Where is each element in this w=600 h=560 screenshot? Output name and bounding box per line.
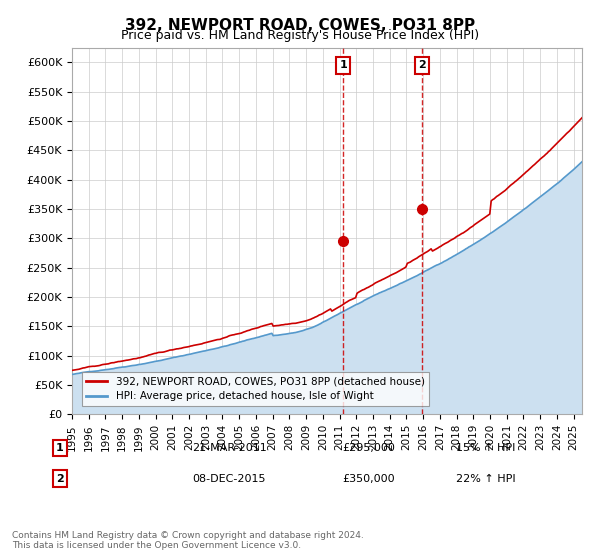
Text: £295,000: £295,000 — [342, 443, 395, 453]
Text: 1: 1 — [56, 443, 64, 453]
Text: 21-MAR-2011: 21-MAR-2011 — [192, 443, 267, 453]
Text: £350,000: £350,000 — [342, 474, 395, 484]
Text: 2: 2 — [56, 474, 64, 484]
Text: 15% ↑ HPI: 15% ↑ HPI — [456, 443, 515, 453]
Text: 08-DEC-2015: 08-DEC-2015 — [192, 474, 265, 484]
Text: Contains HM Land Registry data © Crown copyright and database right 2024.
This d: Contains HM Land Registry data © Crown c… — [12, 530, 364, 550]
Text: 2: 2 — [418, 60, 426, 70]
Text: 22% ↑ HPI: 22% ↑ HPI — [456, 474, 515, 484]
Legend: 392, NEWPORT ROAD, COWES, PO31 8PP (detached house), HPI: Average price, detache: 392, NEWPORT ROAD, COWES, PO31 8PP (deta… — [82, 372, 429, 405]
Text: 392, NEWPORT ROAD, COWES, PO31 8PP: 392, NEWPORT ROAD, COWES, PO31 8PP — [125, 18, 475, 33]
Text: 1: 1 — [340, 60, 347, 70]
Text: Price paid vs. HM Land Registry's House Price Index (HPI): Price paid vs. HM Land Registry's House … — [121, 29, 479, 42]
